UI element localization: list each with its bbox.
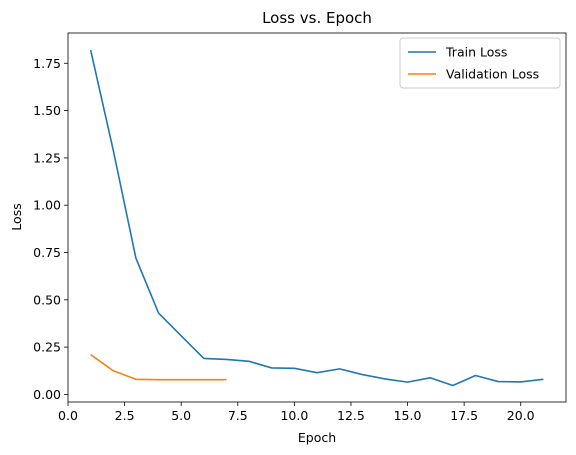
y-axis-label: Loss [9, 203, 24, 230]
x-tick-label: 17.5 [450, 408, 478, 423]
plot-area [67, 32, 567, 403]
series-line-train-loss [89, 49, 544, 387]
x-tick-label: 2.5 [115, 408, 135, 423]
x-tick-label: 5.0 [171, 408, 191, 423]
y-axis: 0.00 0.25 0.50 0.75 1.00 1.25 1.50 1.75 [33, 56, 68, 402]
legend-label: Validation Loss [446, 67, 539, 82]
x-tick-label: 10.0 [280, 408, 308, 423]
legend-label: Train Loss [445, 45, 507, 60]
y-tick-label: 0.00 [33, 387, 61, 402]
legend-box [399, 37, 561, 89]
plot-frame [67, 32, 567, 403]
y-tick-label: 0.75 [33, 245, 61, 260]
x-tick-label: 20.0 [507, 408, 535, 423]
series-layer [89, 49, 544, 387]
legend: Train Loss Validation Loss [399, 37, 561, 89]
x-tick-label: 15.0 [394, 408, 422, 423]
y-tick-label: 1.75 [33, 56, 61, 71]
y-tick-label: 1.25 [33, 150, 61, 165]
x-axis: 0.0 2.5 5.0 7.5 10.0 12.5 15.0 17.5 20.0 [58, 402, 535, 423]
y-tick-label: 1.00 [33, 198, 61, 213]
x-tick-label: 12.5 [337, 408, 365, 423]
y-tick-label: 0.25 [33, 340, 61, 355]
chart-title: Loss vs. Epoch [262, 9, 372, 27]
x-axis-label: Epoch [298, 430, 336, 445]
series-line-validation-loss [90, 354, 227, 381]
y-tick-label: 0.50 [33, 292, 61, 307]
x-tick-label: 7.5 [228, 408, 248, 423]
x-tick-label: 0.0 [58, 408, 78, 423]
y-tick-label: 1.50 [33, 103, 61, 118]
